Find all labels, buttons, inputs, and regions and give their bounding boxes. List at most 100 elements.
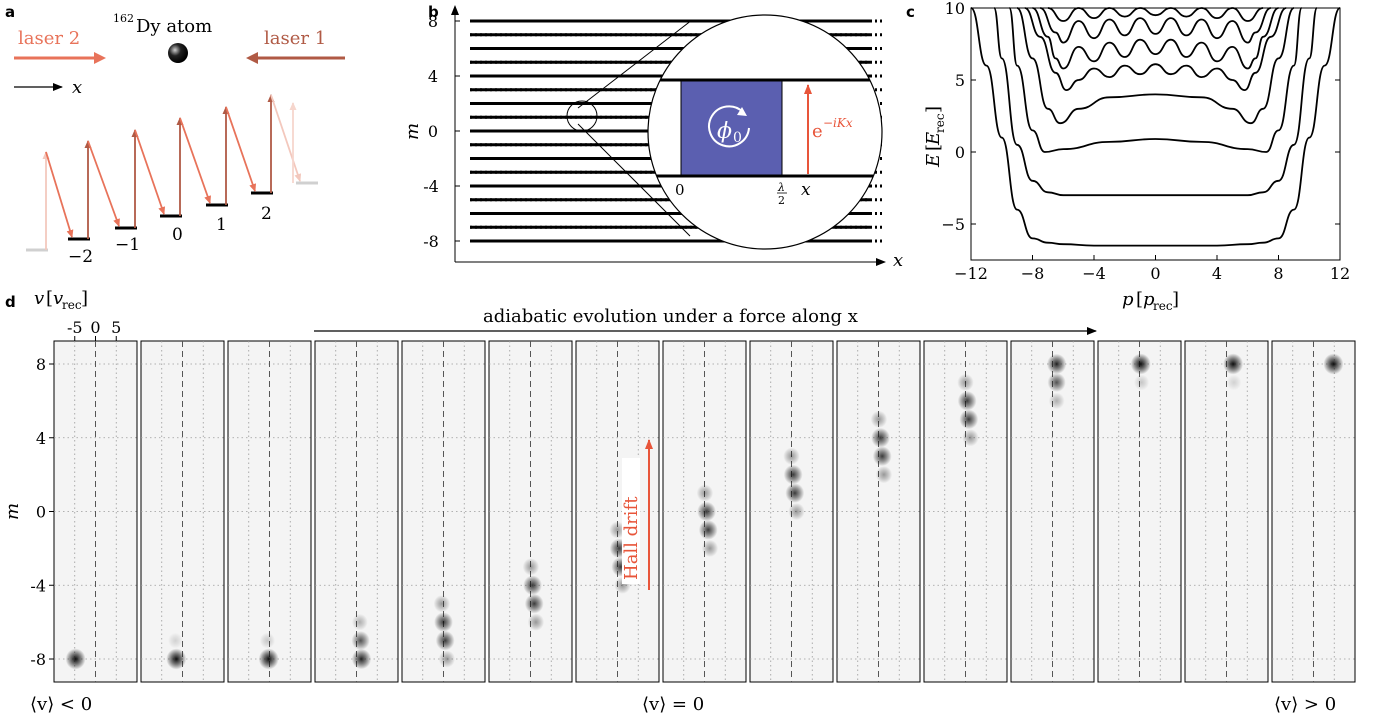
band-1 bbox=[993, 7, 1318, 197]
inset-x0: 0 bbox=[675, 181, 685, 199]
panel-b: b x m 8 4 0 -4 -8 bbox=[402, 3, 903, 271]
frame-4 bbox=[401, 340, 486, 683]
c-ytick-1: 5 bbox=[955, 71, 965, 90]
level-label-0: 0 bbox=[172, 225, 183, 245]
raman-down-1 bbox=[87, 140, 120, 227]
svg-text:E: E bbox=[923, 154, 944, 168]
atom-cloud bbox=[1323, 353, 1344, 375]
panel-c: c −12 −8 −4 0 4 8 12 10 5 0 −5 E [ E rec ] p [ p r… bbox=[906, 0, 1350, 313]
band-lines bbox=[970, 7, 1341, 247]
atom-cloud bbox=[696, 484, 714, 502]
atom-cloud bbox=[697, 501, 716, 522]
atom-cloud bbox=[438, 650, 456, 668]
band-2 bbox=[1008, 7, 1303, 153]
phase-exponent: −iKx bbox=[823, 116, 853, 130]
svg-text:p: p bbox=[1143, 289, 1155, 310]
atom-cloud bbox=[1046, 353, 1067, 375]
raman-down-4 bbox=[225, 106, 257, 192]
frame-12 bbox=[1097, 340, 1182, 683]
level-label-1: 1 bbox=[216, 215, 227, 235]
c-plot-frame bbox=[970, 7, 1341, 261]
atom-cloud bbox=[167, 632, 183, 649]
raman-ladder bbox=[26, 94, 318, 252]
atom-cloud bbox=[870, 410, 888, 428]
bottom-label-left: ⟨v⟩ < 0 bbox=[30, 694, 92, 715]
atom-cloud bbox=[788, 502, 805, 521]
svg-text:]: ] bbox=[923, 106, 944, 113]
atom-sphere bbox=[168, 43, 188, 63]
atom-cloud bbox=[523, 575, 542, 596]
atom-cloud bbox=[1048, 392, 1065, 410]
raman-down-2 bbox=[134, 129, 166, 215]
frame-9 bbox=[836, 340, 921, 683]
x-axis-label: x bbox=[72, 77, 82, 98]
frame-6 bbox=[575, 340, 660, 683]
c-ytick-2: 0 bbox=[955, 143, 965, 162]
svg-text:p: p bbox=[1122, 289, 1134, 310]
panel-a: a laser 2 laser 1 162 Dy atom x −2 −1 0 … bbox=[5, 3, 345, 267]
d-y-label: m bbox=[2, 503, 23, 520]
c-xtick-5: 8 bbox=[1273, 264, 1283, 283]
atom-cloud bbox=[1226, 374, 1242, 391]
panel-b-letter: b bbox=[428, 3, 439, 21]
panel-d-letter: d bbox=[5, 293, 16, 311]
svg-text:v: v bbox=[34, 288, 44, 309]
flux-phi-sub: 0 bbox=[733, 130, 742, 146]
b-ytick-0: 0 bbox=[428, 122, 438, 141]
laser1-label: laser 1 bbox=[264, 28, 326, 49]
frame-5 bbox=[488, 340, 573, 683]
atom-cloud bbox=[957, 373, 974, 392]
b-y-label: m bbox=[402, 123, 423, 140]
inset: ϕ 0 e −iKx 0 λ 2 x bbox=[647, 14, 883, 250]
raman-down-3 bbox=[179, 117, 211, 204]
c-ytick-3: −5 bbox=[941, 215, 965, 234]
frame-11 bbox=[1010, 340, 1095, 683]
flux-circulation-arrow bbox=[708, 105, 750, 148]
band-7 bbox=[1047, 7, 1264, 22]
svg-text:]: ] bbox=[1172, 289, 1179, 310]
inset-x-label: x bbox=[801, 180, 811, 200]
band-3 bbox=[1016, 7, 1295, 125]
panel-d: d v [ v rec ] adiabatic evolution under … bbox=[2, 288, 1356, 715]
frame-14 bbox=[1271, 340, 1356, 683]
frame-13 bbox=[1184, 340, 1269, 683]
c-ticks: −12 −8 −4 0 4 8 12 10 5 0 −5 bbox=[941, 0, 1350, 283]
zoom-line-bottom bbox=[577, 123, 691, 237]
panel-c-letter: c bbox=[906, 3, 915, 21]
atom-cloud bbox=[65, 648, 86, 670]
level-label-m1: −1 bbox=[115, 235, 140, 255]
raman-down-5 bbox=[270, 94, 302, 182]
panel-a-letter: a bbox=[5, 3, 15, 21]
svg-text:]: ] bbox=[81, 288, 88, 309]
d-ytick-3: -4 bbox=[30, 576, 46, 595]
level-label-2: 2 bbox=[261, 204, 272, 224]
laser2-arrowhead bbox=[94, 52, 106, 64]
frame-1 bbox=[140, 340, 225, 683]
level-label-m2: −2 bbox=[68, 247, 93, 267]
evolution-label: adiabatic evolution under a force along … bbox=[483, 306, 858, 327]
atom-cloud bbox=[258, 648, 279, 670]
d-xtick-2: 5 bbox=[111, 318, 121, 337]
atom-cloud bbox=[522, 558, 540, 576]
svg-text:[: [ bbox=[1136, 289, 1143, 310]
bottom-label-mid: ⟨v⟩ = 0 bbox=[642, 694, 704, 715]
frame-7 bbox=[662, 340, 747, 683]
svg-text:v: v bbox=[53, 288, 63, 309]
d-x-ticks: -5 0 5 bbox=[67, 318, 121, 341]
d-frames bbox=[53, 340, 1356, 683]
inset-lambda: λ bbox=[777, 181, 785, 194]
flux-phi: ϕ bbox=[717, 119, 732, 144]
svg-text:rec: rec bbox=[1153, 299, 1173, 313]
atom-cloud bbox=[783, 447, 800, 465]
svg-text:rec: rec bbox=[933, 113, 947, 133]
atom-cloud bbox=[875, 466, 893, 484]
atom-cloud bbox=[701, 539, 719, 557]
atom-cloud bbox=[351, 648, 372, 670]
atom-cloud bbox=[351, 631, 370, 651]
b-x-label: x bbox=[893, 250, 903, 271]
atom-cloud bbox=[609, 521, 626, 539]
atom-cloud bbox=[524, 593, 544, 614]
d-ytick-1: 4 bbox=[36, 429, 46, 448]
b-ytick-8: 8 bbox=[428, 12, 438, 31]
